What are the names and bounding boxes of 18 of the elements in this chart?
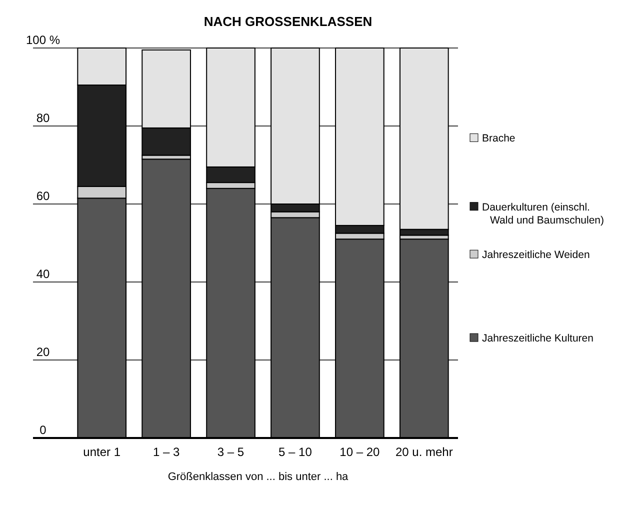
- legend-label: Brache: [482, 132, 516, 144]
- legend-label: Jahreszeitliche Weiden: [482, 248, 590, 261]
- x-tick-label: 5 – 10: [278, 445, 312, 459]
- x-tick-label: 10 – 20: [340, 445, 380, 459]
- x-tick-label: 1 – 3: [152, 445, 180, 459]
- x-tick-label: 3 – 5: [217, 445, 244, 459]
- x-tick-label: 20 u. mehr: [395, 445, 453, 459]
- x-axis-title: Größenklassen von ... bis unter ... ha: [168, 471, 350, 483]
- y-tick-label: 80: [36, 111, 50, 125]
- legend-label: Dauerkulturen (einschl. Wald und Baumschulen): [482, 201, 604, 226]
- legend-label: Jahreszeitliche Kulturen: [482, 332, 594, 344]
- y-tick-label: 100 %: [26, 33, 60, 47]
- x-tick-label: unter 1: [83, 445, 121, 459]
- y-tick-label: 40: [36, 267, 50, 281]
- y-tick-label: 60: [36, 189, 50, 203]
- y-tick-label: 20: [36, 345, 50, 359]
- y-tick-label: 0: [40, 423, 47, 437]
- chart-title: NACH GROSSENKLASSEN: [204, 14, 372, 29]
